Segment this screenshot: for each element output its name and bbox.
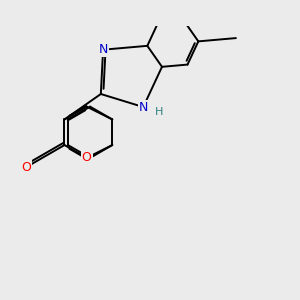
Text: H: H [155,107,164,117]
Text: N: N [98,43,108,56]
Text: O: O [82,152,92,164]
Text: O: O [21,161,31,174]
Text: N: N [139,100,148,113]
